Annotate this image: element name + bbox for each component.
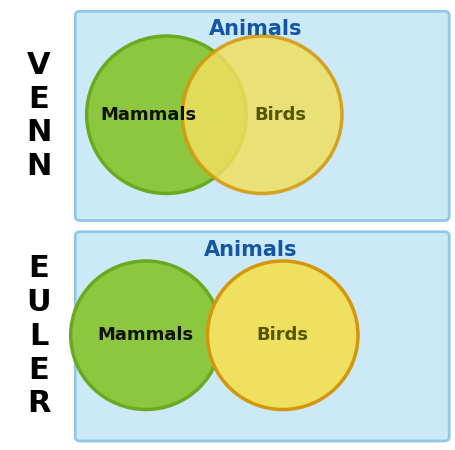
Text: N: N [26, 152, 51, 181]
Circle shape [71, 261, 221, 410]
Circle shape [86, 36, 246, 194]
Text: V: V [27, 51, 51, 80]
Text: Birds: Birds [256, 326, 308, 344]
FancyBboxPatch shape [75, 11, 448, 220]
Text: Animals: Animals [208, 19, 302, 39]
Text: R: R [27, 389, 51, 418]
Text: Mammals: Mammals [98, 326, 193, 344]
Text: U: U [26, 288, 51, 317]
Text: Birds: Birds [254, 106, 306, 124]
Text: E: E [28, 85, 49, 113]
Text: L: L [29, 322, 48, 351]
FancyBboxPatch shape [75, 232, 448, 441]
Text: N: N [26, 118, 51, 147]
Text: Mammals: Mammals [100, 106, 196, 124]
Circle shape [182, 36, 341, 194]
Text: E: E [28, 254, 49, 284]
Circle shape [207, 261, 357, 410]
Text: Animals: Animals [203, 240, 297, 260]
Text: E: E [28, 356, 49, 385]
